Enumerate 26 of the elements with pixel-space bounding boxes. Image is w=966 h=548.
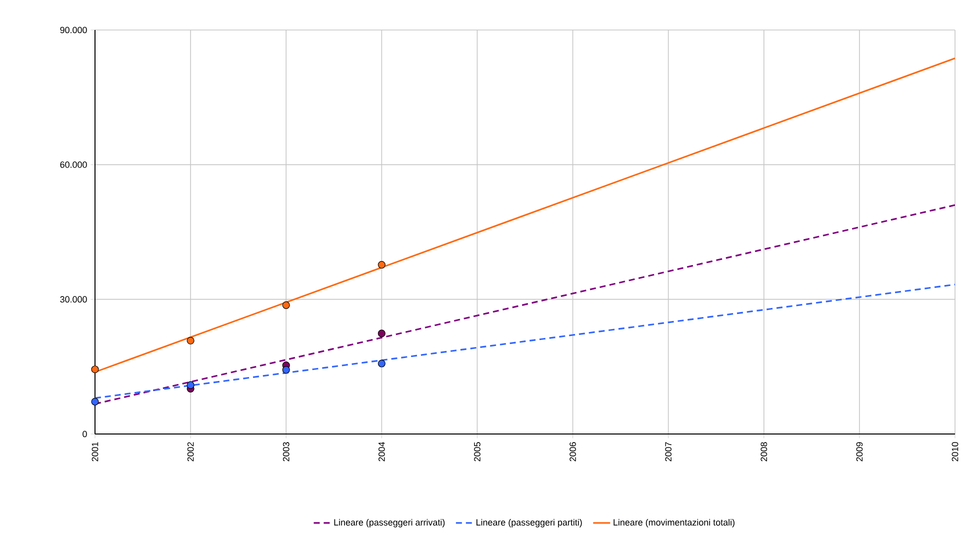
y-tick-label: 0 xyxy=(82,430,87,438)
point xyxy=(91,366,99,374)
point xyxy=(186,381,194,389)
x-tick-label: 2001 xyxy=(92,442,98,462)
y-tick-label: 90.000 xyxy=(60,26,87,34)
x-tick-label: 2004 xyxy=(378,442,385,462)
x-tick-label: 2010 xyxy=(952,442,958,462)
y-tick-label: 30.000 xyxy=(60,296,87,303)
y-tick-label: 60.000 xyxy=(60,161,87,168)
point xyxy=(378,330,386,338)
x-tick-label: 2009 xyxy=(856,442,863,462)
x-tick-label: 2003 xyxy=(282,442,290,462)
legend-label: Lineare (movimentazioni totali) xyxy=(614,518,734,528)
point xyxy=(378,360,386,368)
x-tick-label: 2005 xyxy=(474,442,480,462)
point xyxy=(186,336,194,344)
x-tick-label: 2007 xyxy=(665,442,672,462)
legend-label: Lineare (passeggeri partiti) xyxy=(476,518,582,528)
x-tick-label: 2002 xyxy=(187,442,194,462)
point xyxy=(282,301,290,309)
x-tick-label: 2008 xyxy=(760,442,768,462)
point xyxy=(91,398,99,406)
x-tick-label: 2006 xyxy=(570,442,576,462)
legend-label: Lineare (passeggeri arrivati) xyxy=(334,518,445,528)
point xyxy=(378,260,386,269)
point xyxy=(282,366,290,374)
